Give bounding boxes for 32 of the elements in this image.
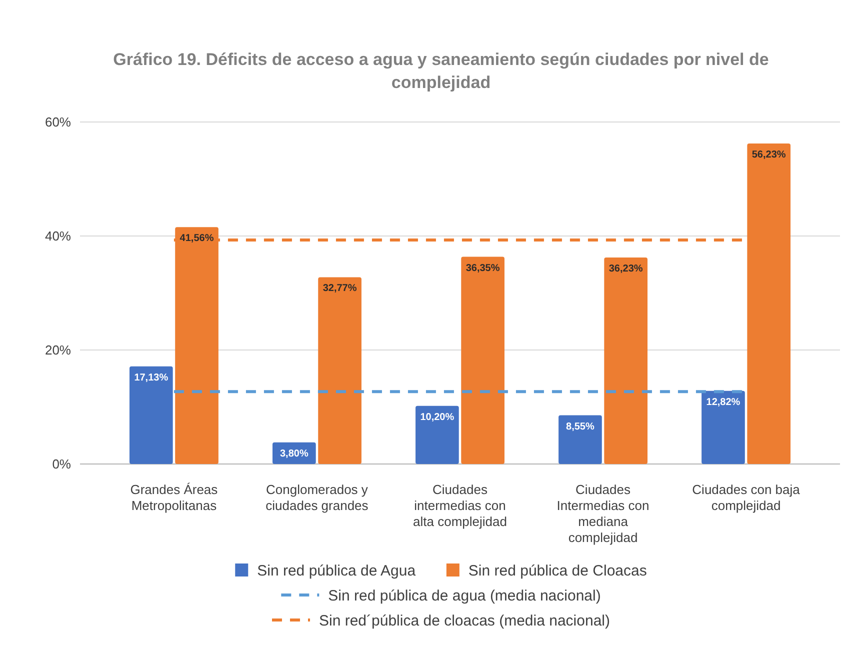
bar [558, 415, 602, 464]
data-label: 17,13% [134, 372, 168, 384]
x-tick-label: Ciudades con baja complejidad [692, 482, 801, 513]
y-tick-label: 20% [44, 342, 72, 358]
y-tick-label: 60% [44, 114, 72, 130]
legend-label: Sin red´pública de cloacas (media nacional) [319, 612, 610, 630]
data-label: 12,82% [706, 396, 740, 408]
bar [461, 256, 504, 464]
x-tick-label: Conglomerados y ciudades grandes [266, 482, 369, 513]
legend-label: Sin red pública de Agua [257, 562, 416, 580]
x-tick-label: Ciudades intermedias con alta complejidad [413, 482, 507, 529]
x-tick-label: Grandes Áreas Metropolitanas [130, 482, 218, 513]
data-label: 10,20% [420, 412, 454, 423]
bar [604, 257, 648, 464]
bar [702, 390, 745, 464]
data-label: 36,23% [608, 263, 643, 274]
data-label: 8,55% [566, 421, 594, 432]
data-label: 36,35% [466, 262, 500, 274]
data-label: 32,77% [322, 283, 357, 294]
y-tick-label: 0% [52, 456, 72, 472]
legend-label: Sin red pública de Cloacas [468, 562, 647, 580]
data-label: 3,80% [280, 448, 308, 460]
x-tick-label: Ciudades Intermedias con mediana complejidad [556, 482, 650, 545]
bar [129, 366, 173, 464]
bar [318, 277, 362, 464]
bar [747, 143, 791, 464]
chart-title: Gráfico 19. Déficits de acceso a agua y saneamiento según ciudades por nivel de complejidad [113, 50, 769, 92]
bar [416, 406, 459, 464]
y-tick-label: 40% [44, 228, 72, 244]
data-label: 56,23% [752, 149, 786, 160]
legend-label: Sin red pública de agua (media nacional) [328, 587, 601, 604]
data-label: 41,56% [180, 233, 214, 244]
